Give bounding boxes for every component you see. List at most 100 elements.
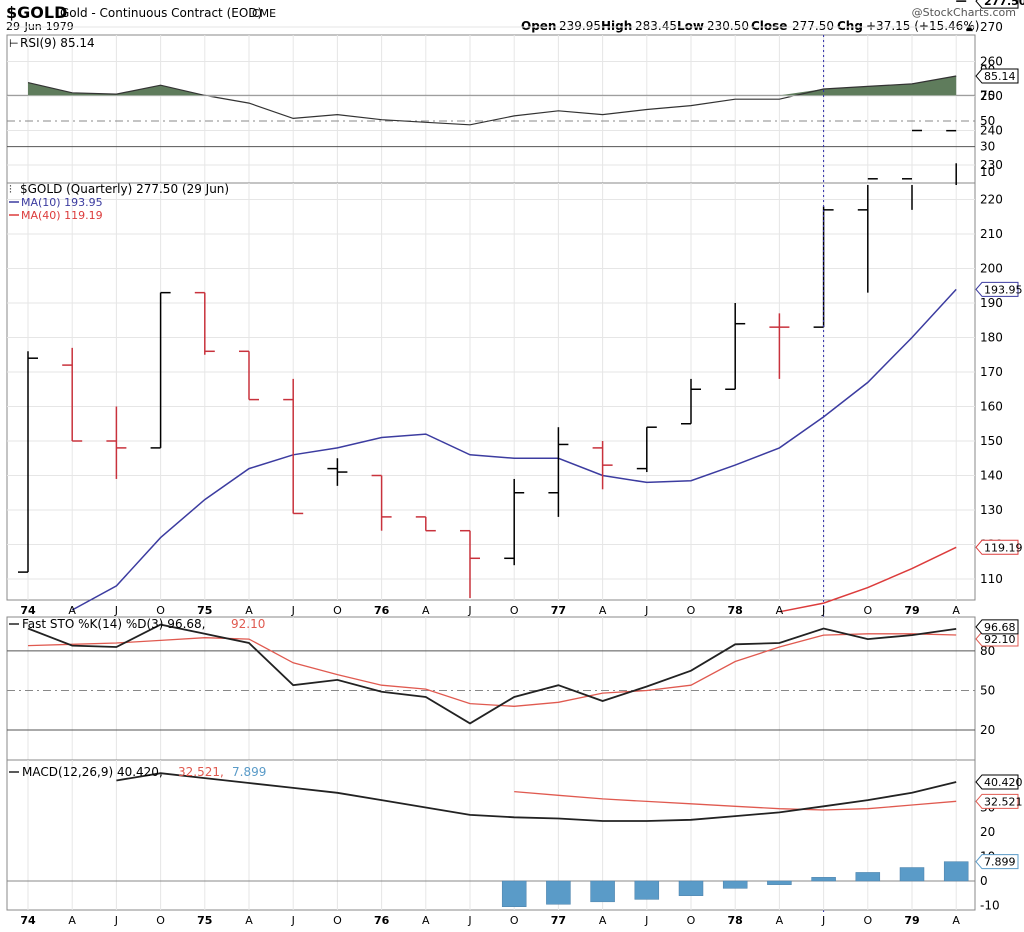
y-tick-label: -10 xyxy=(980,899,1000,913)
ohlc-bar xyxy=(18,351,38,573)
x-tick-label: J xyxy=(291,604,295,617)
ohlc-bar xyxy=(592,441,613,490)
chg-label: Chg xyxy=(837,19,863,33)
x-tick-label: 75 xyxy=(197,604,212,617)
chg-value: +37.15 (+15.46%) xyxy=(866,19,979,33)
ohlc-bar xyxy=(283,378,304,515)
macd-hist-bar xyxy=(501,880,527,907)
low-label: Low xyxy=(677,19,704,33)
ohlc-bar xyxy=(636,426,657,473)
y-tick-label: 180 xyxy=(980,331,1003,345)
up-arrow-icon: ▲ xyxy=(966,23,973,33)
x-tick-label: J xyxy=(821,604,825,617)
open-value: 239.95 xyxy=(559,19,601,33)
x-tick-label: O xyxy=(510,914,519,927)
y-tick-label: 20 xyxy=(980,723,995,737)
price-x-axis: 74 A J O 75 A J O 76 A J O 77 A J O 78 A J O 79 A xyxy=(20,604,960,617)
rsi-legend: RSI(9) 85.14 xyxy=(20,36,95,50)
ma10-last-value-tag xyxy=(975,281,1019,297)
x-tick-label: A xyxy=(952,914,960,927)
ma40-line xyxy=(779,546,957,613)
price-panel: 2902802702602502402302202102001901801701… xyxy=(6,0,1024,613)
ohlc-bar xyxy=(62,347,83,442)
y-tick-label: 80 xyxy=(980,644,995,658)
y-tick-label: 170 xyxy=(980,365,1003,379)
y-tick-label: 130 xyxy=(980,503,1003,517)
stoch-panel-frame xyxy=(6,616,976,761)
ohlc-bar xyxy=(725,303,746,390)
x-tick-label: A xyxy=(599,914,607,927)
x-tick-label: J xyxy=(291,914,295,927)
bar-style-icon: ⫶ xyxy=(9,183,12,196)
x-tick-label: A xyxy=(776,914,784,927)
x-tick-label: 74 xyxy=(20,914,36,927)
y-tick-label: 70 xyxy=(980,88,995,102)
stoch-k-last-value-tag xyxy=(975,619,1019,635)
y-tick-label: 140 xyxy=(980,469,1003,483)
y-tick-label: 190 xyxy=(980,296,1003,310)
y-tick-label: 30 xyxy=(980,140,995,154)
x-tick-label: O xyxy=(156,604,165,617)
stoch-d-line xyxy=(27,633,957,707)
x-tick-label: 78 xyxy=(728,914,743,927)
y-tick-label: 250 xyxy=(980,89,1003,103)
ohlc-bar xyxy=(371,474,392,531)
y-tick-label: 160 xyxy=(980,400,1003,414)
close-value: 277.50 xyxy=(792,19,834,33)
x-tick-label: 77 xyxy=(551,604,566,617)
ohlc-bar xyxy=(106,406,127,479)
macd-signal-last-value-tag xyxy=(975,793,1019,809)
ohlc-bar xyxy=(681,378,701,425)
x-tick-label: A xyxy=(952,604,960,617)
high-label: High xyxy=(601,19,632,33)
macd-signal-last-value: 32.521 xyxy=(984,795,1023,808)
x-tick-label: J xyxy=(644,914,648,927)
macd-hist-last-value-tag xyxy=(975,854,1019,870)
macd-hist-bar xyxy=(634,880,660,900)
chart-type-icon: ⊢ xyxy=(9,37,19,50)
ma40-last-value: 119.19 xyxy=(984,541,1023,554)
instrument-name: Gold - Continuous Contract (EOD) xyxy=(60,6,262,20)
x-tick-label: 74 xyxy=(20,604,36,617)
stoch-k-last-value: 96.68 xyxy=(984,621,1016,634)
close-label: Close xyxy=(751,19,787,33)
stoch-d-last-value: 92.10 xyxy=(984,633,1016,646)
ma10-last-value: 193.95 xyxy=(984,283,1023,296)
x-tick-label: 79 xyxy=(904,914,919,927)
ohlc-bar xyxy=(327,458,348,486)
stoch-legend: Fast STO %K(14) %D(3) 96.68, xyxy=(22,617,205,631)
y-tick-label: 110 xyxy=(980,572,1003,586)
x-tick-label: J xyxy=(467,914,471,927)
y-tick-label: 230 xyxy=(980,158,1003,172)
x-tick-label: 75 xyxy=(197,914,212,927)
x-tick-label: O xyxy=(863,604,872,617)
ma40-last-value-tag xyxy=(975,539,1019,555)
macd-legend-hist: 7.899 xyxy=(232,765,266,779)
x-tick-label: A xyxy=(776,604,784,617)
x-tick-label: A xyxy=(599,604,607,617)
rsi-last-value: 85.14 xyxy=(984,70,1016,83)
x-tick-label: 77 xyxy=(551,914,566,927)
ohlc-bar xyxy=(460,529,480,598)
y-tick-label: 10 xyxy=(980,165,995,179)
x-tick-label: J xyxy=(467,604,471,617)
ohlc-bar xyxy=(946,0,967,185)
x-tick-label: A xyxy=(245,914,253,927)
x-tick-label: O xyxy=(333,604,342,617)
x-tick-label: A xyxy=(245,604,253,617)
ma40-legend: MA(40) 119.19 xyxy=(21,209,103,222)
y-tick-label: 50 xyxy=(980,114,995,128)
macd-hist-bar xyxy=(855,872,881,882)
symbol-title: $GOLD xyxy=(6,3,67,22)
x-tick-label: A xyxy=(68,914,76,927)
macd-x-axis: 74 A J O 75 A J O 76 A J O 77 A J O 78 A J O 79 A xyxy=(20,914,960,927)
x-tick-label: O xyxy=(510,604,519,617)
ohlc-bar xyxy=(548,427,569,517)
ohlc-bar xyxy=(769,313,790,379)
macd-legend: MACD(12,26,9) 40.420, xyxy=(22,765,163,779)
macd-hist-bar xyxy=(899,867,925,882)
x-tick-label: 76 xyxy=(374,604,390,617)
ohlc-bar xyxy=(902,129,922,210)
macd-panel-frame xyxy=(6,759,976,911)
